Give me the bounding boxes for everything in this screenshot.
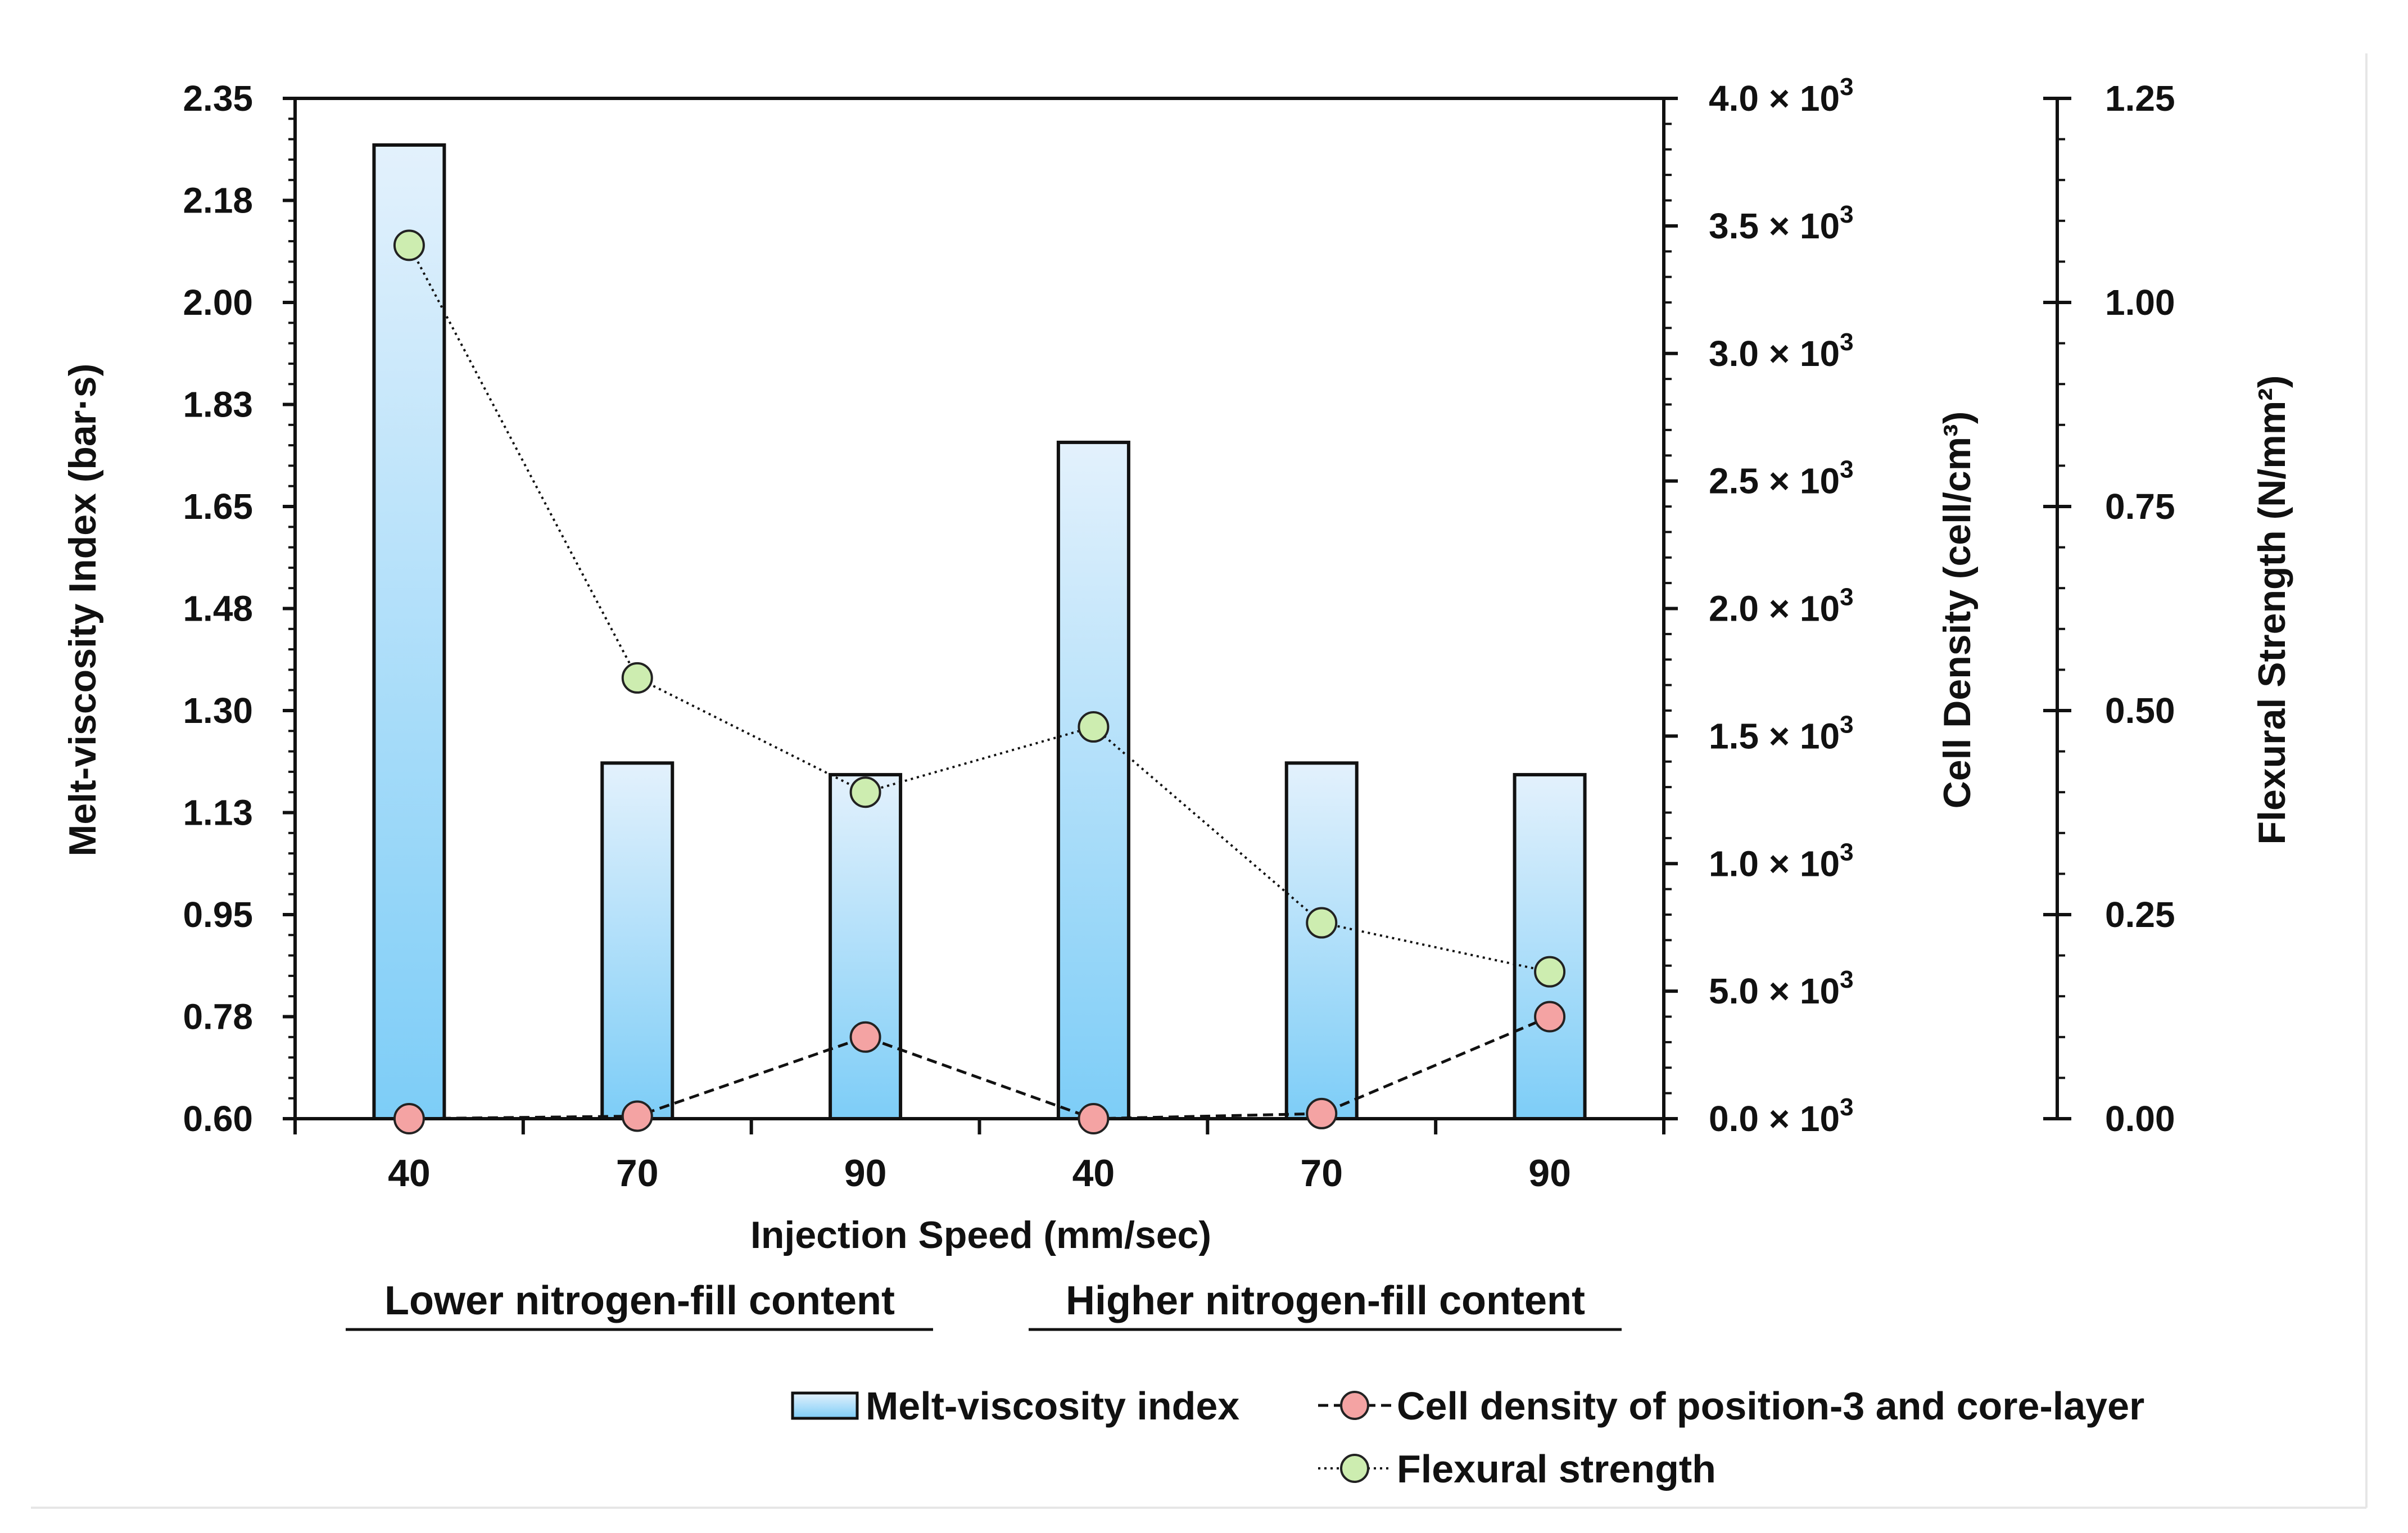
left-tick-label: 2.00	[183, 282, 253, 323]
left-tick-label: 1.83	[183, 385, 253, 425]
right2-tick-label: 1.25	[2105, 78, 2175, 119]
left-axis-title: Melt-viscosity Index (bar·s)	[61, 364, 104, 857]
cell-density-point-3	[849, 1021, 881, 1053]
right1-tick-exponent: 3	[1840, 328, 1853, 356]
x-tick-label: 40	[1072, 1152, 1115, 1195]
left-axis: 0.60 0.78 0.95 1.13 1.30 1.48 1.65 1.83 2.00 2.18…	[183, 78, 295, 1139]
left-tick-label: 0.78	[183, 997, 253, 1037]
right1-tick-exponent: 3	[1840, 711, 1853, 738]
right1-tick-label: 2.5 × 103	[1709, 456, 1854, 501]
right1-tick-exponent: 3	[1840, 456, 1853, 483]
right1-tick-label: 2.0 × 103	[1709, 584, 1854, 629]
legend-bar-swatch	[791, 1391, 859, 1420]
legend-cell-label: Cell density of position-3 and core-laye…	[1397, 1384, 2144, 1428]
flexural-strength-line	[408, 245, 1550, 973]
plot-area-border	[293, 97, 1665, 1120]
right-axis-1-title: Cell Density (cell/cm³)	[1936, 411, 1979, 809]
x-tick-label: 90	[844, 1152, 887, 1195]
left-tick-label: 1.48	[183, 589, 253, 629]
x-tick-label: 40	[388, 1152, 431, 1195]
left-tick-label: 2.35	[183, 78, 253, 119]
bar-1	[372, 143, 446, 1120]
bar-5	[1284, 761, 1359, 1121]
left-tick-label: 1.65	[183, 486, 253, 527]
flexural-strength-point-4	[1078, 711, 1110, 743]
right2-tick-label: 0.50	[2105, 690, 2175, 731]
bars-layer	[372, 143, 1587, 1121]
legend: Melt-viscosity index Cell density of pos…	[791, 1384, 2144, 1491]
left-tick-label: 1.13	[183, 793, 253, 833]
right1-tick-label: 3.0 × 103	[1709, 328, 1854, 374]
right1-tick-exponent: 3	[1840, 201, 1853, 228]
cell-density-line	[409, 1015, 1551, 1120]
cell-density-point-6	[1534, 1001, 1566, 1033]
left-tick-label: 0.60	[183, 1098, 253, 1139]
right1-tick-label: 3.5 × 103	[1709, 201, 1854, 246]
legend-flex-marker	[1340, 1454, 1369, 1483]
right1-tick-label: 1.5 × 103	[1709, 711, 1854, 756]
bar-3	[829, 773, 903, 1120]
right2-tick-label: 0.00	[2105, 1098, 2175, 1139]
legend-flex-label: Flexural strength	[1397, 1447, 1716, 1491]
flexural-strength-point-1	[393, 229, 425, 261]
right1-tick-exponent: 3	[1840, 73, 1853, 101]
flexural-strength-point-6	[1534, 956, 1566, 988]
right2-tick-label: 1.00	[2105, 282, 2175, 323]
left-tick-label: 0.95	[183, 894, 253, 935]
x-tick-label: 70	[1300, 1152, 1343, 1195]
flexural-strength-point-5	[1306, 907, 1338, 939]
right1-tick-label: 5.0 × 103	[1709, 966, 1854, 1011]
group-label-higher: Higher nitrogen-fill content	[1066, 1278, 1585, 1323]
x-axis: 40 70 90 40 70 90	[293, 1119, 1665, 1195]
right2-tick-label: 0.25	[2105, 894, 2175, 935]
right-axis-cell-density: 0.0 × 103 5.0 × 103 1.0 × 103 1.5 × 103 2.0 …	[1664, 73, 1854, 1139]
right-axis-flexural-strength: 0.00 0.25 0.50 0.75 1.00 1.25	[2043, 78, 2175, 1139]
right1-tick-label: 0.0 × 103	[1709, 1093, 1854, 1139]
right1-tick-exponent: 3	[1840, 838, 1853, 866]
legend-bar-label: Melt-viscosity index	[866, 1384, 1239, 1428]
bar-2	[600, 761, 675, 1121]
x-axis-title: Injection Speed (mm/sec)	[750, 1214, 1211, 1256]
x-tick-label: 70	[616, 1152, 659, 1195]
flexural-strength-series	[393, 229, 1566, 988]
cell-density-point-5	[1306, 1097, 1338, 1129]
group-label-lower: Lower nitrogen-fill content	[384, 1278, 895, 1323]
right1-tick-exponent: 3	[1840, 584, 1853, 611]
bar-4	[1056, 440, 1130, 1120]
right1-tick-exponent: 3	[1840, 966, 1853, 993]
right2-tick-label: 0.75	[2105, 486, 2175, 527]
cell-density-point-2	[621, 1100, 653, 1132]
cell-density-point-4	[1078, 1103, 1110, 1134]
right1-tick-label: 4.0 × 103	[1709, 73, 1854, 119]
bar-6	[1513, 773, 1587, 1120]
left-tick-label: 2.18	[183, 180, 253, 221]
cell-density-series	[393, 1001, 1566, 1134]
right-axis-2-title: Flexural Strength (N/mm²)	[2251, 376, 2293, 845]
cell-density-point-1	[393, 1103, 425, 1134]
right1-tick-label: 1.0 × 103	[1709, 838, 1854, 884]
flexural-strength-point-3	[849, 776, 881, 808]
left-tick-label: 1.30	[183, 690, 253, 731]
x-tick-label: 90	[1528, 1152, 1571, 1195]
right1-tick-exponent: 3	[1840, 1093, 1853, 1121]
flexural-strength-point-2	[621, 662, 653, 694]
legend-cell-marker	[1340, 1391, 1369, 1420]
